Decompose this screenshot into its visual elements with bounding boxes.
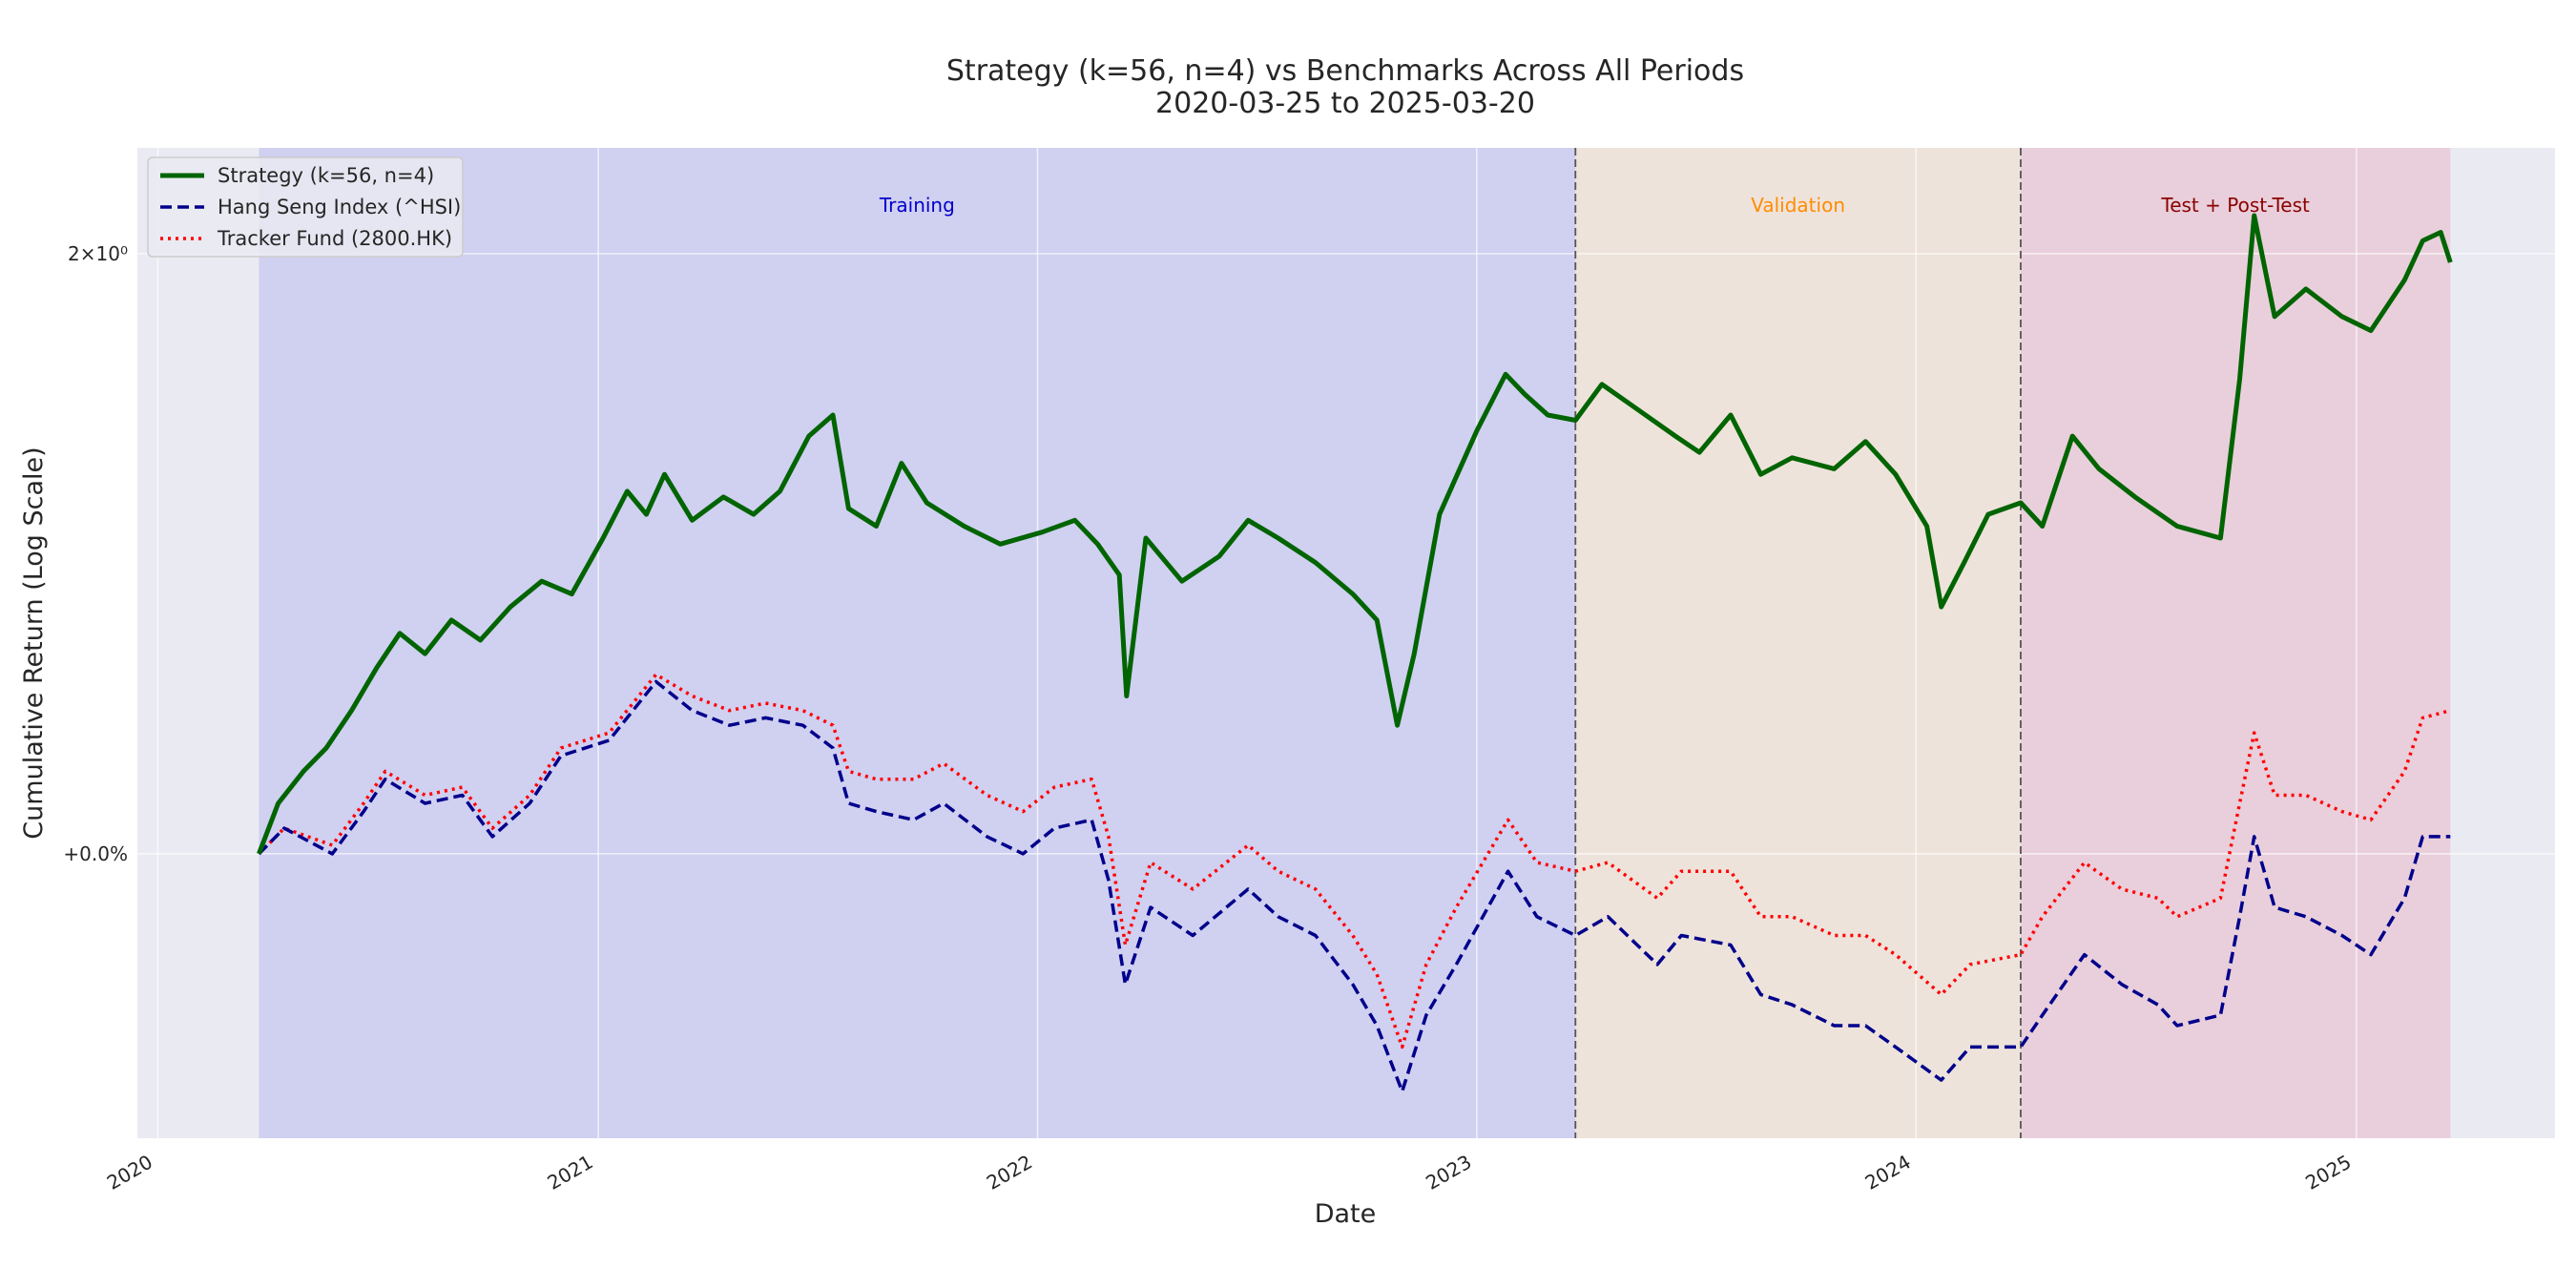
y-tick-label-1: 2×10⁰	[68, 242, 128, 265]
series-line-hang-seng-index-hsi	[258, 679, 2451, 1093]
legend-box	[147, 156, 464, 258]
legend-label-hsi: Hang Seng Index (^HSI)	[218, 196, 461, 218]
x-tick-label-2022: 2022	[983, 1151, 1036, 1195]
x-tick-label-2025: 2025	[2301, 1151, 2355, 1195]
grid-lines	[137, 148, 2555, 1138]
period-band-test-post-test	[2020, 148, 2451, 1138]
period-label-training: Training	[879, 194, 955, 217]
x-tick-label-2020: 2020	[103, 1151, 156, 1195]
series-lines	[257, 213, 2453, 1093]
x-tick-label-2024: 2024	[1861, 1151, 1915, 1195]
y-tick-label-0: +0.0%	[63, 842, 128, 865]
x-axis-label: Date	[1315, 1199, 1377, 1229]
y-axis-label: Cumulative Return (Log Scale)	[19, 447, 49, 839]
y-tick-labels: +0.0% 2×10⁰	[63, 242, 128, 865]
legend: Strategy (k=56, n=4) Hang Seng Index (^H…	[147, 156, 464, 258]
legend-label-tracker: Tracker Fund (2800.HK)	[217, 227, 452, 250]
series-line-strategy-k-56-n-4	[257, 213, 2453, 855]
x-tick-label-2023: 2023	[1422, 1151, 1475, 1195]
chart-title: Strategy (k=56, n=4) vs Benchmarks Acros…	[946, 54, 1744, 88]
chart-subtitle: 2020-03-25 to 2025-03-20	[1155, 87, 1535, 120]
period-band-training	[259, 148, 1576, 1138]
legend-label-strategy: Strategy (k=56, n=4)	[218, 164, 434, 187]
period-band-validation	[1575, 148, 2021, 1138]
period-bands	[259, 148, 2451, 1138]
x-tick-labels: 2020 2021 2022 2023 2024 2025	[103, 1151, 2356, 1195]
period-labels: Training Validation Test + Post-Test	[879, 194, 2310, 217]
period-label-test-post-test: Test + Post-Test	[2160, 194, 2310, 217]
period-boundaries	[1574, 148, 2022, 1138]
period-label-validation: Validation	[1751, 194, 1845, 217]
x-tick-label-2021: 2021	[544, 1151, 597, 1195]
